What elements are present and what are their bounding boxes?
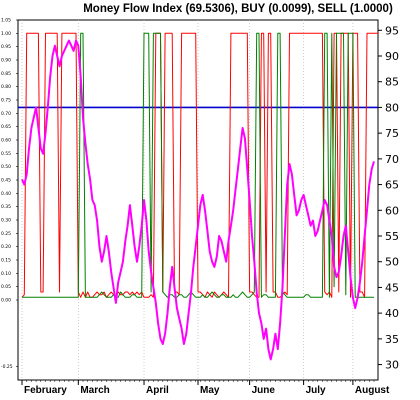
money-flow-index-line (21, 39, 375, 361)
x-axis: February March April May June July August (21, 380, 390, 396)
left-y-tick-label: 0.05 (1, 284, 11, 290)
vertical-gridlines (21, 20, 354, 380)
x-tick-label: February (24, 385, 67, 396)
left-y-tick-label: 0.55 (1, 151, 11, 157)
right-y-tick-label: 55 (385, 230, 399, 243)
right-y-tick-label: 95 (385, 24, 399, 37)
left-y-tick-label: 0.00 (1, 298, 11, 304)
right-y-tick-label: 65 (385, 179, 399, 192)
series-layer (21, 32, 379, 361)
buy-line (22, 32, 375, 298)
left-y-tick-label: 0.25 (1, 231, 11, 237)
left-y-tick-label: 1.00 (1, 31, 11, 37)
right-y-tick-label: 90 (385, 50, 399, 63)
left-y-tick-label: 0.15 (1, 258, 11, 264)
right-y-tick-label: 40 (385, 307, 399, 320)
left-y-tick-label: 0.70 (1, 111, 11, 117)
left-y-tick-label: 0.75 (1, 98, 11, 104)
left-y-tick-label: 0.50 (1, 164, 11, 170)
x-tick-label: March (80, 385, 109, 396)
left-y-tick-label: 1.05 (1, 18, 11, 24)
chart-title: Money Flow Index (69.5306), BUY (0.0099)… (83, 3, 393, 15)
right-y-tick-label: 75 (385, 127, 399, 140)
left-y-tick-label: 0.20 (1, 244, 11, 250)
left-y-tick-label: 0.90 (1, 58, 11, 64)
right-y-tick-label: 30 (385, 359, 399, 372)
left-y-tick-label: 0.10 (1, 271, 11, 277)
left-y-tick-label: 0.30 (1, 218, 11, 224)
right-y-tick-label: 35 (385, 333, 399, 346)
left-y-tick-label: 0.95 (1, 44, 11, 50)
left-y-tick-label: -0.25 (1, 364, 13, 370)
left-y-tick-label: 0.35 (1, 204, 11, 210)
left-y-tick-label: 0.45 (1, 178, 11, 184)
x-tick-label: June (252, 385, 276, 396)
sell-line (21, 32, 379, 298)
right-y-tick-label: 70 (385, 153, 399, 166)
left-y-tick-label: 0.65 (1, 124, 11, 130)
right-y-tick-label: 80 (385, 101, 399, 114)
left-y-axis: -0.25 0.00 0.05 0.10 0.15 0.20 0.25 0.30 0.35 0.4… (1, 18, 18, 370)
right-y-tick-label: 60 (385, 204, 399, 217)
left-y-tick-label: 0.85 (1, 71, 11, 77)
right-y-tick-label: 50 (385, 256, 399, 269)
x-tick-label: April (146, 385, 169, 396)
right-y-tick-label: 45 (385, 281, 399, 294)
x-tick-label: July (306, 385, 326, 396)
left-y-tick-label: 0.80 (1, 84, 11, 90)
left-y-tick-label: 0.60 (1, 138, 11, 144)
x-tick-label: August (355, 385, 390, 396)
right-y-axis: 30 35 40 45 50 55 60 65 70 75 80 85 90 95 (378, 24, 399, 372)
right-y-tick-label: 85 (385, 76, 399, 89)
left-y-tick-label: 0.40 (1, 191, 11, 197)
x-tick-label: May (200, 385, 220, 396)
